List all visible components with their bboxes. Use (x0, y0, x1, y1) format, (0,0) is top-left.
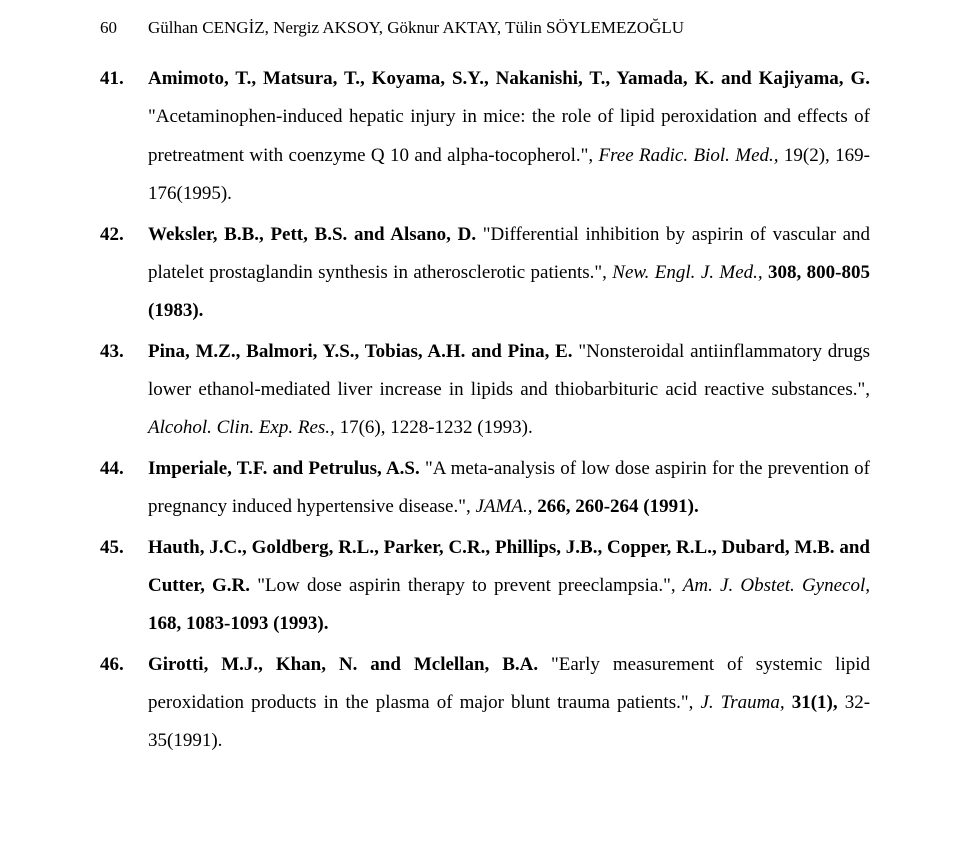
reference-item: 45. Hauth, J.C., Goldberg, R.L., Parker,… (100, 529, 870, 644)
reference-item: 44. Imperiale, T.F. and Petrulus, A.S. "… (100, 450, 870, 527)
reference-body: Girotti, M.J., Khan, N. and Mclellan, B.… (148, 646, 870, 761)
reference-body: Weksler, B.B., Pett, B.S. and Alsano, D.… (148, 216, 870, 331)
running-header: 60 Gülhan CENGİZ, Nergiz AKSOY, Göknur A… (100, 18, 870, 38)
reference-number: 44. (100, 450, 148, 527)
reference-authors: Amimoto, T., Matsura, T., Koyama, S.Y., … (148, 68, 870, 89)
reference-citation: 31(1), (792, 692, 845, 713)
reference-number: 45. (100, 529, 148, 644)
reference-body: Pina, M.Z., Balmori, Y.S., Tobias, A.H. … (148, 333, 870, 448)
reference-journal: Alcohol. Clin. Exp. Res., (148, 417, 340, 438)
reference-authors: Girotti, M.J., Khan, N. and Mclellan, B.… (148, 654, 538, 675)
reference-item: 43. Pina, M.Z., Balmori, Y.S., Tobias, A… (100, 333, 870, 448)
reference-number: 42. (100, 216, 148, 331)
reference-journal: JAMA., (475, 496, 537, 517)
reference-item: 41. Amimoto, T., Matsura, T., Koyama, S.… (100, 60, 870, 214)
reference-citation: 266, 260-264 (1991). (537, 496, 698, 517)
reference-journal: Am. J. Obstet. Gynecol, (683, 575, 870, 596)
reference-number: 41. (100, 60, 148, 214)
reference-authors: Imperiale, T.F. and Petrulus, A.S. (148, 458, 420, 479)
reference-item: 42. Weksler, B.B., Pett, B.S. and Alsano… (100, 216, 870, 331)
header-authors: Gülhan CENGİZ, Nergiz AKSOY, Göknur AKTA… (148, 18, 870, 38)
page: 60 Gülhan CENGİZ, Nergiz AKSOY, Göknur A… (0, 0, 960, 844)
reference-journal: J. Trauma, (700, 692, 791, 713)
page-number: 60 (100, 18, 148, 38)
reference-item: 46. Girotti, M.J., Khan, N. and Mclellan… (100, 646, 870, 761)
reference-body: Amimoto, T., Matsura, T., Koyama, S.Y., … (148, 60, 870, 214)
reference-authors: Weksler, B.B., Pett, B.S. and Alsano, D. (148, 224, 476, 245)
reference-authors: Pina, M.Z., Balmori, Y.S., Tobias, A.H. … (148, 341, 573, 362)
reference-title: "Low dose aspirin therapy to prevent pre… (257, 575, 675, 596)
reference-body: Imperiale, T.F. and Petrulus, A.S. "A me… (148, 450, 870, 527)
reference-citation: 168, 1083-1093 (1993). (148, 613, 328, 634)
reference-number: 46. (100, 646, 148, 761)
reference-body: Hauth, J.C., Goldberg, R.L., Parker, C.R… (148, 529, 870, 644)
reference-journal: New. Engl. J. Med., (612, 262, 768, 283)
reference-journal: Free Radic. Biol. Med., (599, 145, 784, 166)
reference-citation: 17(6), 1228-1232 (1993). (340, 417, 533, 438)
reference-list: 41. Amimoto, T., Matsura, T., Koyama, S.… (100, 60, 870, 761)
reference-number: 43. (100, 333, 148, 448)
